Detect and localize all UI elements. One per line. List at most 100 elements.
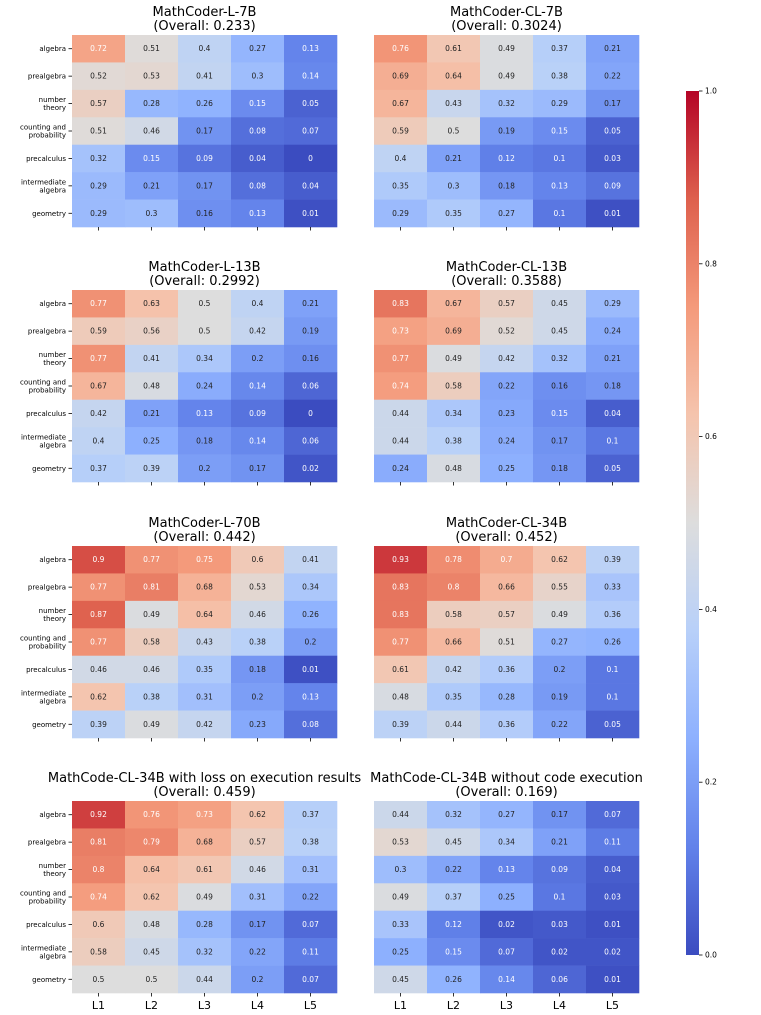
cell-value-label: 0.48 [445,464,462,473]
heatmap-cell [586,910,640,939]
heatmap-cell [284,144,338,173]
cell-value-label: 0.08 [302,720,319,729]
heatmap-cell [533,655,587,684]
cell-value-label: 0.69 [445,327,462,336]
heatmap-cell [427,883,481,912]
heatmap-cell [231,427,285,455]
cell-value-label: 0.61 [392,665,409,674]
cell-value-label: 0.37 [551,44,568,53]
row-label: geometry [32,210,66,218]
cell-value-label: 0.44 [445,720,462,729]
cell-value-label: 0.67 [445,299,462,308]
heatmap-cell [72,965,126,994]
cell-value-label: 0.66 [498,583,515,592]
heatmap-cell [125,683,179,711]
cell-value-label: 0.67 [90,382,107,391]
panel-subtitle: (Overall: 0.2992) [149,274,260,289]
cell-value-label: 0.53 [392,838,409,847]
colorbar: 0.0 0.2 0.4 0.6 0.8 1.0 [686,87,717,960]
heatmap-cell [125,399,179,428]
heatmap-cell [72,683,126,711]
heatmap-cell [427,938,481,966]
cell-value-label: 0.77 [392,638,409,647]
cell-value-label: 0.64 [143,865,160,874]
cell-value-label: 0.13 [249,209,266,218]
cell-value-label: 0.61 [196,865,213,874]
row-label: geometry [32,721,66,729]
cell-value-label: 0.07 [604,810,621,819]
cell-value-label: 0.57 [90,99,107,108]
heatmap-cell [480,454,534,483]
heatmap-cell [480,828,534,857]
cell-value-label: 0.52 [90,72,107,81]
cell-value-label: 0.2 [554,665,566,674]
cell-value-label: 0.14 [302,72,319,81]
cell-value-label: 0.44 [392,409,409,418]
heatmap-cell [231,855,285,884]
cell-value-label: 0.25 [498,464,515,473]
heatmap-cell [374,117,428,146]
cell-value-label: 0.25 [143,436,160,445]
cell-value-label: 0.77 [392,354,409,363]
heatmap-cell [72,344,126,373]
cell-value-label: 0.07 [498,947,515,956]
heatmap-cell [231,573,285,602]
heatmap-cell [231,910,285,939]
heatmap-cell [178,89,232,118]
heatmap-cell [480,801,534,829]
heatmap-cell [284,35,338,63]
cell-value-label: 0.23 [498,409,515,418]
heatmap-cell [231,454,285,483]
cell-value-label: 0.17 [196,181,213,190]
heatmap-cell [125,938,179,966]
heatmap-cell [586,628,640,657]
heatmap-cell [586,655,640,684]
heatmap-cell [480,883,534,912]
cell-value-label: 0.31 [302,865,319,874]
heatmap-cell [586,290,640,318]
heatmap-cell [427,855,481,884]
heatmap-cell [231,62,285,91]
cell-value-label: 0.4 [199,44,211,53]
heatmap-cell [533,883,587,912]
heatmap-cell [178,573,232,602]
row-label: intermediate algebra [21,433,66,449]
heatmap-cell [284,399,338,428]
heatmap-cell [374,372,428,401]
cell-value-label: 0.06 [302,436,319,445]
heatmap-cell [533,828,587,857]
heatmap-panel: MathCode-CL-34B with loss on execution r… [20,771,361,1012]
cell-value-label: 0.4 [395,154,407,163]
cell-value-label: 0.22 [302,893,319,902]
heatmap-cell [72,910,126,939]
heatmap-cell [72,855,126,884]
cell-value-label: 0.61 [445,44,462,53]
heatmap-cell [284,344,338,373]
cell-value-label: 0.25 [498,893,515,902]
cell-value-label: 0.32 [196,947,213,956]
cell-value-label: 0.38 [445,436,462,445]
heatmap-cell [374,199,428,228]
column-label: L5 [606,999,619,1012]
heatmap-cell [284,655,338,684]
heatmap-cell [72,655,126,684]
heatmap-cell [480,938,534,966]
heatmap-cell [72,89,126,118]
heatmap-cell [427,965,481,994]
panel-title: MathCoder-L-7B [153,5,257,20]
heatmap-cell [427,199,481,228]
cell-value-label: 0.5 [448,127,460,136]
cell-value-label: 0.06 [302,382,319,391]
column-label: L3 [500,999,513,1012]
heatmap-cell [231,710,285,739]
heatmap-cell [125,372,179,401]
heatmap-cell [178,801,232,829]
cell-value-label: 0.48 [143,382,160,391]
cell-value-label: 0.13 [302,692,319,701]
cell-value-label: 0.23 [249,720,266,729]
cell-value-label: 0.64 [445,72,462,81]
column-label: L2 [145,999,158,1012]
cell-value-label: 0.2 [252,692,264,701]
heatmap-cell [586,89,640,118]
heatmap-cell [231,600,285,629]
